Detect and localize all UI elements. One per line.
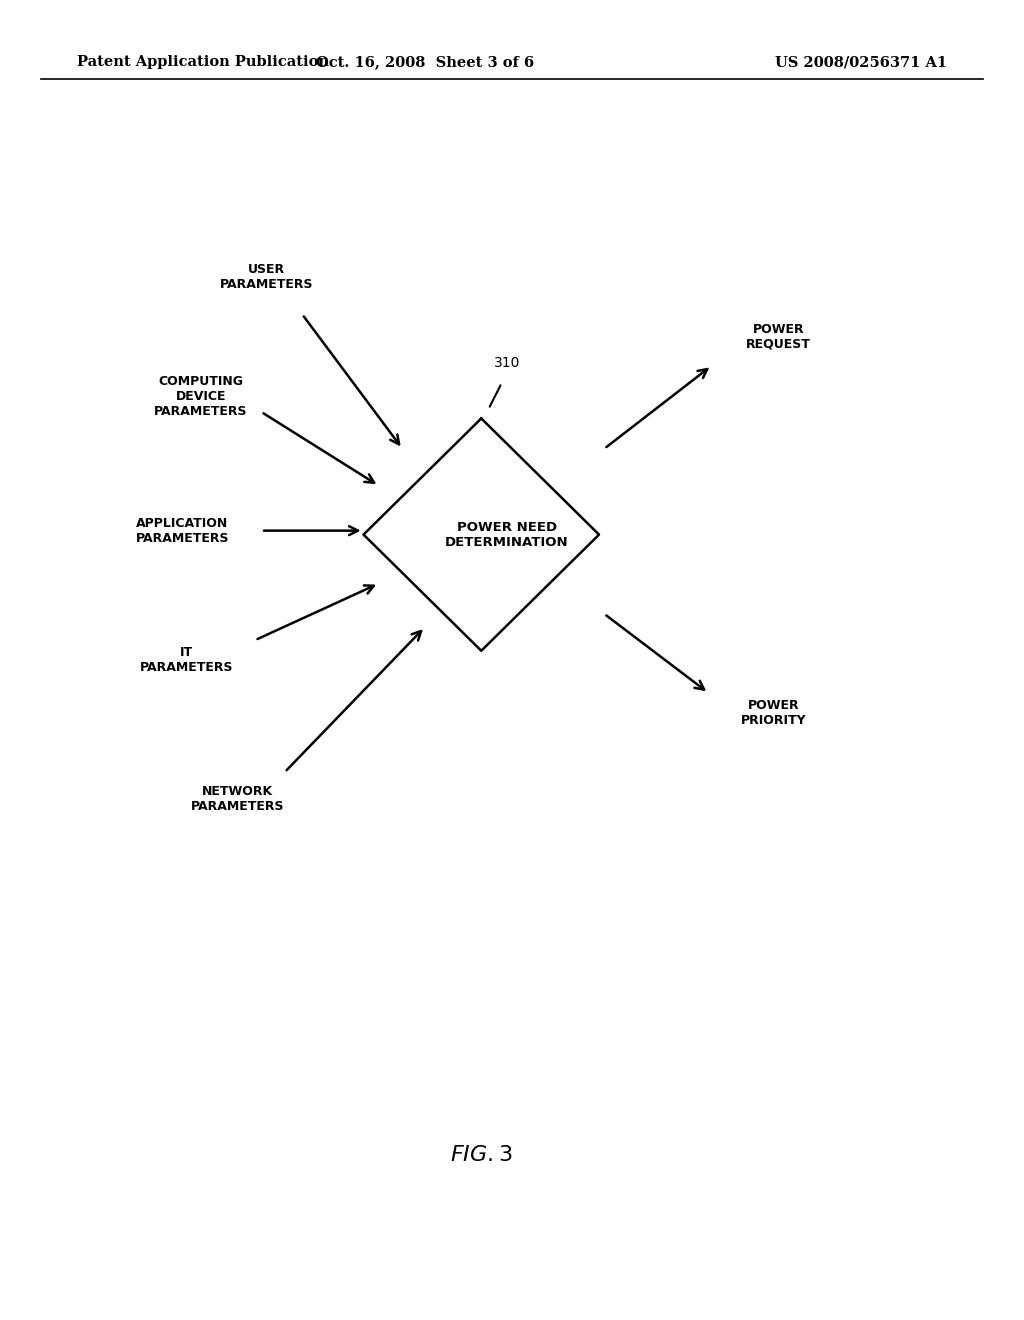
Text: NETWORK
PARAMETERS: NETWORK PARAMETERS	[190, 784, 285, 813]
Text: Oct. 16, 2008  Sheet 3 of 6: Oct. 16, 2008 Sheet 3 of 6	[315, 55, 535, 69]
Text: IT
PARAMETERS: IT PARAMETERS	[139, 645, 233, 675]
Text: $\mathit{FIG. 3}$: $\mathit{FIG. 3}$	[451, 1144, 512, 1166]
Text: POWER
REQUEST: POWER REQUEST	[745, 322, 811, 351]
Text: US 2008/0256371 A1: US 2008/0256371 A1	[775, 55, 947, 69]
Text: APPLICATION
PARAMETERS: APPLICATION PARAMETERS	[135, 516, 229, 545]
Text: 310: 310	[494, 355, 520, 370]
Text: USER
PARAMETERS: USER PARAMETERS	[219, 263, 313, 292]
Text: Patent Application Publication: Patent Application Publication	[77, 55, 329, 69]
Text: POWER NEED
DETERMINATION: POWER NEED DETERMINATION	[445, 520, 568, 549]
Text: POWER
PRIORITY: POWER PRIORITY	[741, 698, 807, 727]
Text: COMPUTING
DEVICE
PARAMETERS: COMPUTING DEVICE PARAMETERS	[154, 375, 248, 417]
